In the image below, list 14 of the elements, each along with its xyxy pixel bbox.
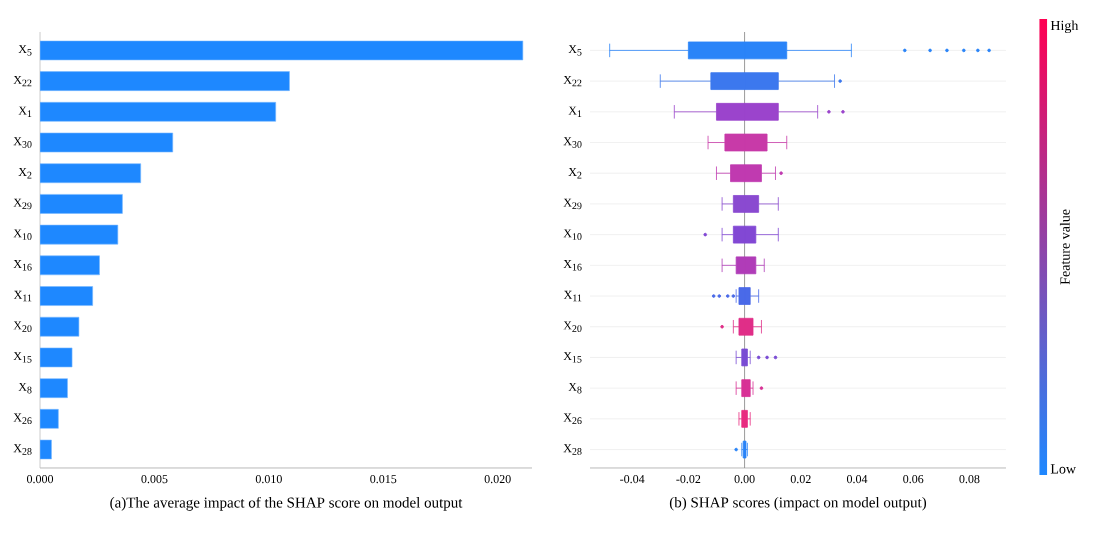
- bar: [40, 132, 174, 153]
- bar: [40, 316, 80, 337]
- bar: [40, 194, 123, 214]
- bar: [40, 286, 93, 306]
- bar: [40, 224, 119, 245]
- bar: [40, 102, 277, 122]
- bar: [40, 439, 52, 460]
- bar: [40, 71, 290, 91]
- bar: [40, 347, 73, 368]
- bar: [40, 255, 100, 276]
- bar: [40, 163, 141, 184]
- bar: [40, 40, 524, 61]
- bar: [40, 409, 59, 429]
- bar: [40, 378, 68, 398]
